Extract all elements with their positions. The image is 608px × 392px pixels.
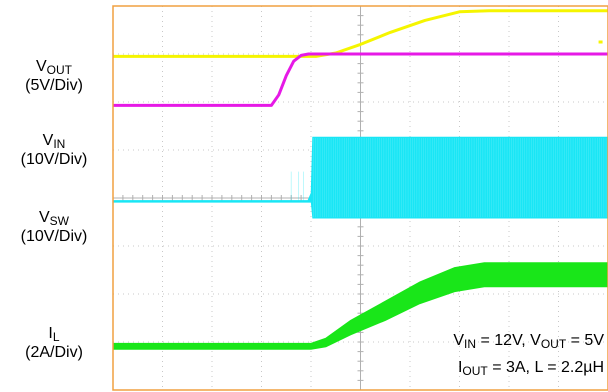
annotation-line-1: VIN = 12V, VOUT = 5V <box>453 332 604 351</box>
trace-il <box>112 262 608 350</box>
trace-vsw-envelope <box>113 136 608 219</box>
plot-frame <box>112 5 608 391</box>
label-vout: VOUT (5V/Div) <box>0 57 108 95</box>
label-vin-name: VIN <box>42 132 66 151</box>
label-vsw-name: VSW <box>38 209 69 228</box>
label-vsw-scale: (10V/Div) <box>20 228 88 245</box>
label-il-name: IL <box>48 325 60 344</box>
label-vin: VIN (10V/Div) <box>0 131 108 169</box>
label-il: IL (2A/Div) <box>0 324 108 362</box>
plot-traces <box>112 9 608 350</box>
trace-vin-line <box>113 52 608 107</box>
trace-vout-dot <box>598 40 603 44</box>
annotation-line-2: IOUT = 3A, L = 2.2µH <box>457 359 604 378</box>
label-vin-scale: (10V/Div) <box>20 151 88 168</box>
label-vout-scale: (5V/Div) <box>25 77 83 94</box>
trace-vin <box>113 52 608 107</box>
label-il-scale: (2A/Div) <box>25 344 83 361</box>
trace-il-band <box>112 262 608 350</box>
label-vsw: VSW (10V/Div) <box>0 208 108 246</box>
label-vout-name: VOUT <box>35 58 72 77</box>
trace-vsw <box>113 136 608 219</box>
